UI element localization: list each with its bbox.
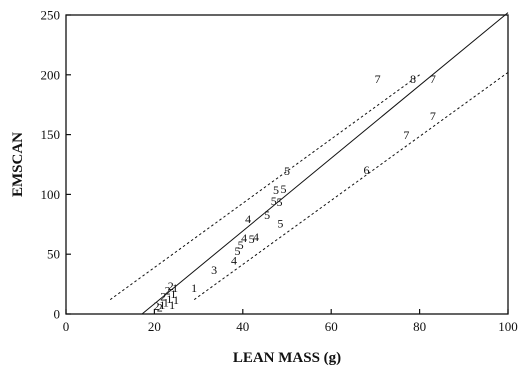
data-point: 1: [166, 292, 172, 306]
y-axis: 0 50 100 150 200 250: [41, 8, 71, 322]
data-point: 2: [154, 299, 160, 313]
data-point: 4: [241, 231, 247, 245]
y-tick-label: 50: [47, 247, 60, 262]
data-point: 7: [430, 72, 436, 86]
x-tick-label: 80: [413, 319, 426, 334]
fit-lines: [109, 12, 509, 315]
x-tick-label: 0: [63, 319, 70, 334]
data-point: 4: [231, 254, 237, 268]
data-point: 1: [172, 281, 178, 295]
data-point: 5: [238, 238, 244, 252]
data-point: 4: [253, 230, 259, 244]
data-point: 2: [157, 300, 163, 314]
y-tick-label: 200: [41, 67, 61, 82]
data-point: 5: [280, 182, 286, 196]
data-point: 4: [245, 212, 251, 226]
data-point: 5: [264, 208, 270, 222]
data-point: 1: [191, 281, 197, 295]
data-point: 5: [273, 183, 279, 197]
data-point: 1: [173, 293, 179, 307]
data-point: 5: [271, 194, 277, 208]
x-tick-label: 20: [148, 319, 161, 334]
confidence-line: [193, 72, 509, 301]
data-point: 8: [410, 72, 416, 86]
x-tick-label: 40: [236, 319, 249, 334]
data-point: 2: [160, 290, 166, 304]
data-point: 5: [249, 232, 255, 246]
data-point: 2: [168, 279, 174, 293]
data-point: 7: [375, 72, 381, 86]
data-point: 6: [364, 163, 370, 177]
data-point: 5: [277, 217, 283, 231]
data-point: 5: [276, 195, 282, 209]
y-tick-label: 0: [54, 307, 61, 322]
data-point: 1: [159, 298, 165, 312]
data-point: 3: [211, 263, 217, 277]
data-point: 1: [169, 298, 175, 312]
data-point: 1: [170, 287, 176, 301]
regression-line: [141, 12, 509, 315]
plot-frame: [65, 14, 509, 315]
x-tick-label: 60: [325, 319, 338, 334]
x-axis-title: LEAN MASS (g): [233, 350, 341, 366]
data-point: 5: [284, 164, 290, 178]
data-point: 1: [163, 296, 169, 310]
confidence-line: [109, 74, 420, 301]
data-point: 5: [234, 244, 240, 258]
data-point: 7: [403, 128, 409, 142]
y-tick-label: 250: [41, 8, 61, 23]
data-point: 7: [430, 109, 436, 123]
y-axis-title: EMSCAN: [10, 132, 26, 197]
x-axis: 0 20 40 60 80 100: [63, 309, 518, 334]
y-tick-label: 150: [41, 127, 61, 142]
x-tick-label: 100: [498, 319, 518, 334]
data-point: 2: [165, 284, 171, 298]
y-tick-label: 100: [41, 187, 61, 202]
